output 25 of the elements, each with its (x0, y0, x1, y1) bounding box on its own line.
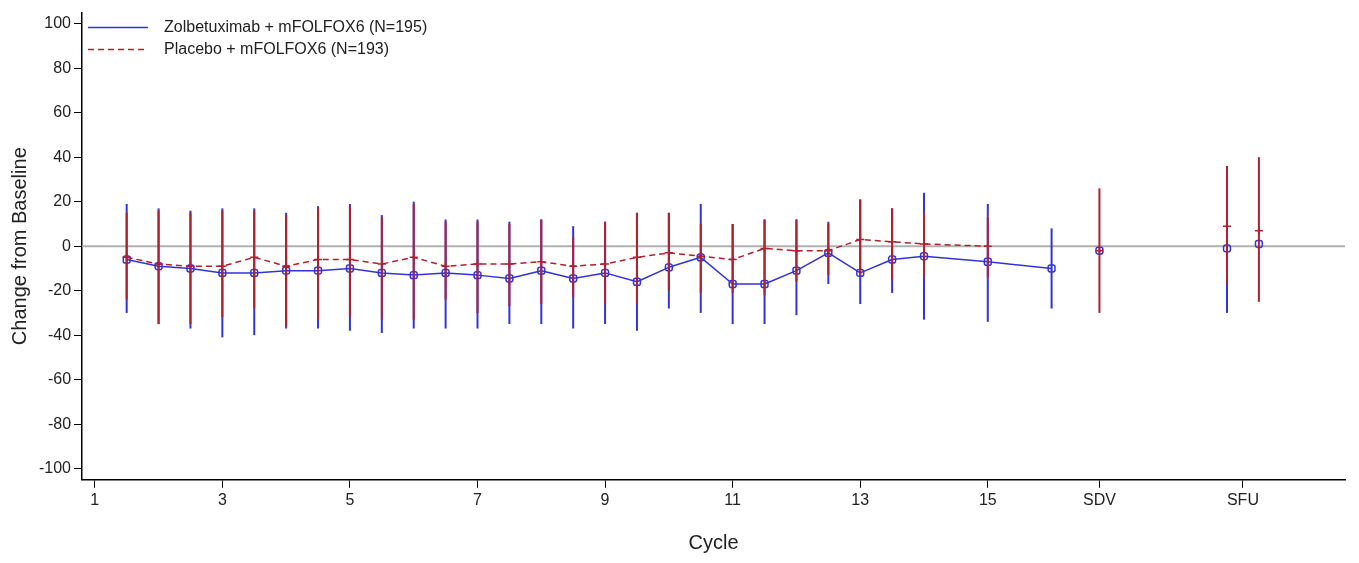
x-tick-label: 7 (473, 490, 483, 508)
y-tick-label: 60 (53, 103, 72, 121)
y-tick-label: -60 (47, 370, 72, 388)
legend-label: Placebo + mFOLFOX6 (N=193) (164, 40, 390, 58)
x-tick-label: 11 (724, 490, 742, 508)
x-tick-label: SFU (1226, 490, 1259, 508)
y-tick-label: -80 (47, 414, 72, 432)
x-tick-label: 1 (90, 490, 100, 508)
x-axis-title: Cycle (688, 530, 739, 553)
y-tick-label: 0 (62, 236, 72, 254)
y-tick-label: -20 (47, 281, 72, 299)
y-tick-label: 40 (53, 147, 72, 165)
y-axis-title: Change from Baseline (7, 147, 30, 346)
x-tick-label: SDV (1082, 490, 1117, 508)
y-tick-label: 100 (44, 14, 72, 32)
y-tick-label: -100 (38, 459, 72, 477)
x-tick-label: 5 (345, 490, 355, 508)
x-tick-label: 9 (600, 490, 610, 508)
y-tick-label: -40 (47, 325, 72, 343)
x-tick-label: 3 (217, 490, 227, 508)
x-tick-label: 15 (978, 490, 997, 508)
x-tick-label: 13 (851, 490, 870, 508)
y-tick-label: 20 (53, 192, 72, 210)
legend-label: Zolbetuximab + mFOLFOX6 (N=195) (164, 18, 428, 36)
y-tick-label: 80 (53, 58, 72, 76)
